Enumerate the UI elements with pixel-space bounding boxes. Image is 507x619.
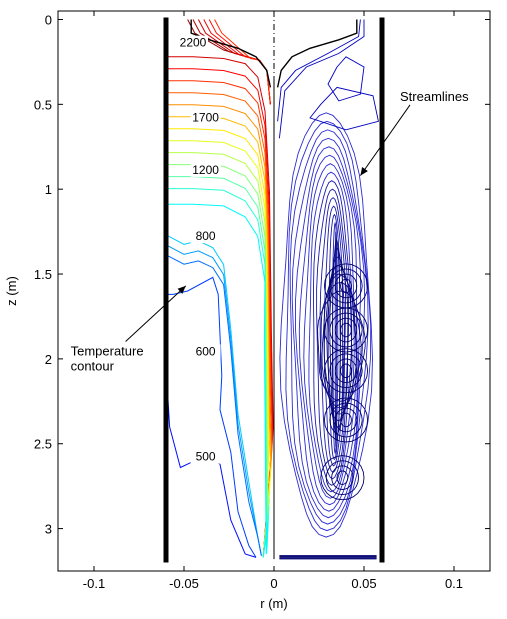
annotation-arrowhead [177, 285, 186, 294]
contour-label-bg [190, 449, 221, 464]
vortex-cell [340, 363, 352, 378]
streamline [316, 188, 350, 480]
vortex-cell [323, 307, 369, 353]
streamline [291, 137, 366, 519]
streamline [285, 120, 372, 532]
temperature-contour-2100 [167, 68, 274, 558]
streamline-inlet [278, 19, 365, 139]
vortex-cell [331, 465, 354, 490]
y-tick-label: 0 [45, 12, 52, 27]
x-tick-label: 0.05 [351, 576, 376, 591]
temperature-contour-1400 [167, 152, 271, 558]
annotation-arrow [359, 104, 411, 176]
vortex-cell [329, 268, 363, 304]
vortex-cell [340, 412, 352, 428]
temperature-contour-800 [167, 245, 262, 556]
temperature-contour-1000 [167, 203, 269, 558]
temperature-contour-1600 [167, 128, 272, 558]
contour-label: 1200 [192, 163, 219, 177]
temperature-contour-700 [167, 255, 262, 556]
vortex-cell [334, 273, 358, 299]
annotations: Streamlines Temperature contour [71, 89, 470, 374]
inlet-profile [190, 19, 272, 88]
x-tick-label: 0.1 [445, 576, 463, 591]
streamline-inlet [309, 86, 379, 131]
vortex-cell [329, 402, 363, 438]
contour-label: 1700 [192, 110, 219, 124]
annotation-text: Temperature contour [71, 343, 144, 373]
streamline [298, 154, 358, 506]
streamline [303, 163, 357, 499]
vortex-cell [336, 470, 349, 485]
annotation-text: Streamlines [400, 89, 469, 104]
vortex-cell [323, 397, 369, 443]
temperature-contour-2200 [167, 56, 274, 558]
temperature-contour-2000 [167, 80, 273, 558]
x-tick-label: 0 [270, 576, 277, 591]
y-axis-title: z (m) [4, 276, 19, 306]
contour-label-bg [190, 162, 221, 177]
vortex-cell [320, 455, 365, 501]
streamline [295, 146, 361, 512]
y-tick-label: 1 [45, 182, 52, 197]
annotation-arrow [125, 285, 187, 342]
contour-label-bg [190, 110, 221, 125]
contour-label-bg [190, 344, 221, 359]
streamline [319, 282, 362, 409]
contour-label-bg [190, 229, 221, 244]
streamline [313, 180, 353, 486]
temperature-contour-1800 [167, 104, 272, 558]
vortex-cell [334, 358, 358, 384]
contour-label: 800 [196, 229, 216, 243]
x-axis-title: r (m) [260, 596, 287, 611]
streamline [319, 197, 346, 474]
y-tick-label: 0.5 [34, 97, 52, 112]
vortex-cell [334, 317, 358, 343]
vortex-cell [340, 322, 352, 338]
streamline-inlet [327, 56, 365, 102]
vortex-cell [323, 348, 369, 394]
y-tick-label: 2.5 [34, 437, 52, 452]
vortex-cell [325, 460, 360, 496]
contour-label: 2200 [180, 36, 207, 50]
x-tick-label: -0.05 [169, 576, 199, 591]
inlet-profile [276, 19, 358, 88]
annotation-line: contour [71, 358, 115, 373]
annotation-arrowhead [360, 167, 368, 176]
streamline [321, 273, 358, 415]
contour-label-bg [178, 35, 208, 50]
annotation-line: Temperature [71, 343, 144, 358]
y-tick-label: 1.5 [34, 267, 52, 282]
x-tick-label: -0.1 [83, 576, 105, 591]
vortex-cell [340, 278, 352, 294]
streamlines [277, 19, 379, 560]
streamline [317, 290, 366, 402]
streamline [323, 205, 343, 467]
walls [163, 11, 385, 563]
streamline [279, 112, 373, 538]
temperature-contour-1500 [167, 140, 271, 558]
streamline [308, 171, 355, 493]
vortex-cell [329, 312, 363, 348]
contour-label: 600 [196, 344, 216, 358]
temperature-contour-1900 [167, 92, 273, 558]
vortex-cell [323, 263, 369, 309]
vortex-cell [329, 353, 363, 389]
axes: -0.1 -0.05 0 0.05 0.1 0 0.5 1 1.5 2 2.5 3 [34, 11, 490, 591]
y-tick-label: 2 [45, 352, 52, 367]
contour-labels: 2200 1700 1200 800 600 500 [178, 35, 221, 464]
streamline [289, 129, 369, 525]
streamline [327, 213, 341, 461]
streamline-inlet [277, 19, 361, 122]
annotation-line: Streamlines [400, 89, 469, 104]
vortex-cell [334, 407, 358, 433]
contour-label: 500 [196, 450, 216, 464]
y-tick-label: 3 [45, 522, 52, 537]
